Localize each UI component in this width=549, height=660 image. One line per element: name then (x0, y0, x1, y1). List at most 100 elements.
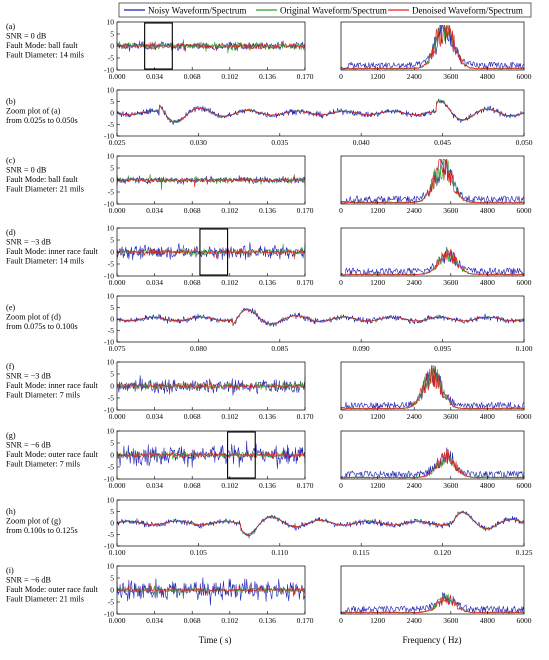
x-tick-label: 0.102 (221, 481, 238, 490)
x-tick-label: 2400 (407, 481, 422, 490)
y-tick-label: 10 (107, 152, 115, 161)
x-tick-label: 6000 (517, 206, 532, 215)
panel-annotation: (d) (6, 228, 16, 237)
x-tick-label: 0.115 (353, 548, 370, 557)
noisy-waveform (116, 242, 306, 261)
y-tick-label: 5 (110, 164, 114, 173)
denoised-spectrum (340, 249, 525, 276)
x-tick-label: 3600 (443, 278, 458, 287)
panel-annotation: SNR = −6 dB (6, 441, 51, 450)
zoom-window-box (144, 22, 173, 70)
panel-annotation: (f) (6, 362, 14, 371)
zoom-window-box (227, 431, 256, 479)
y-tick-label: 0 (110, 109, 114, 118)
noisy-spectrum (340, 24, 524, 70)
denoised-zoom-waveform (116, 512, 525, 535)
noisy-waveform (116, 440, 306, 469)
y-tick-label: 0 (110, 42, 114, 51)
x-tick-label: 3600 (443, 412, 458, 421)
panel-h: (h)Zoom plot of (g)from 0.100s to 0.125s… (6, 496, 533, 557)
x-tick-label: 0.000 (109, 412, 126, 421)
y-tick-label: -5 (108, 188, 114, 197)
x-tick-label: 4800 (480, 412, 495, 421)
x-tick-label: 0.102 (221, 616, 238, 625)
x-tick-label: 2400 (407, 206, 422, 215)
original-waveform (116, 584, 306, 599)
x-tick-label: 6000 (517, 72, 532, 81)
panel-annotation: Zoom plot of (a) (6, 107, 61, 116)
y-tick-label: 5 (110, 236, 114, 245)
y-tick-label: 10 (107, 562, 115, 571)
panel-annotation: from 0.025s to 0.050s (6, 116, 78, 125)
x-tick-label: 0.100 (516, 344, 533, 353)
x-tick-label: 0.068 (184, 72, 201, 81)
y-tick-label: 0 (110, 451, 114, 460)
denoised-waveform (116, 176, 306, 188)
x-tick-label: 0.050 (516, 138, 533, 147)
x-tick-label: 0.035 (271, 138, 288, 147)
x-tick-label: 4800 (480, 278, 495, 287)
denoised-waveform (116, 40, 306, 51)
panel-annotation: Fault Mode: ball fault (6, 41, 78, 50)
panel-annotation: Zoom plot of (d) (6, 313, 61, 322)
x-tick-label: 2400 (407, 412, 422, 421)
panel-annotation: SNR = 0 dB (6, 32, 47, 41)
x-tick-label: 4800 (480, 72, 495, 81)
y-tick-label: 0 (110, 176, 114, 185)
x-tick-label: 2400 (407, 278, 422, 287)
panel-annotation: (c) (6, 156, 15, 165)
y-tick-label: 0 (110, 248, 114, 257)
x-tick-label: 0 (339, 412, 343, 421)
panel-annotation: from 0.100s to 0.125s (6, 526, 78, 535)
x-tick-label: 0.034 (146, 481, 163, 490)
x-tick-label: 0.095 (434, 344, 451, 353)
x-tick-label: 0.040 (353, 138, 370, 147)
panel-annotation: from 0.075s to 0.100s (6, 322, 78, 331)
panel-annotation: SNR = 0 dB (6, 166, 47, 175)
y-tick-label: 10 (107, 496, 115, 505)
x-tick-label: 0.100 (109, 548, 126, 557)
denoised-spectrum (340, 24, 525, 70)
x-tick-label: 1200 (370, 616, 385, 625)
y-tick-label: 10 (107, 86, 115, 95)
x-tick-label: 0.045 (434, 138, 451, 147)
x-tick-label: 0.105 (190, 548, 207, 557)
x-tick-label: 0.170 (297, 616, 314, 625)
legend-original-label: Original Waveform/Spectrum (280, 6, 387, 16)
time-axis-title: Time ( s) (199, 635, 232, 645)
x-tick-label: 6000 (517, 616, 532, 625)
denoised-waveform (116, 581, 306, 598)
denoised-waveform (116, 450, 306, 462)
y-tick-label: -10 (104, 475, 114, 484)
plot-frame (340, 565, 525, 615)
x-tick-label: 0.030 (190, 138, 207, 147)
noisy-zoom-waveform (116, 510, 525, 539)
original-zoom-waveform (116, 99, 525, 124)
denoised-zoom-waveform (116, 101, 525, 123)
y-tick-label: -5 (108, 326, 114, 335)
plot-frame (340, 361, 525, 411)
x-tick-label: 1200 (370, 278, 385, 287)
y-tick-label: 5 (110, 30, 114, 39)
x-tick-label: 1200 (370, 412, 385, 421)
x-tick-label: 0.102 (221, 206, 238, 215)
x-tick-label: 0.170 (297, 278, 314, 287)
panel-annotation: Fault Diameter: 14 mils (6, 257, 84, 266)
x-tick-label: 0.136 (259, 72, 276, 81)
x-tick-label: 4800 (480, 616, 495, 625)
frequency-axis-title: Frequency ( Hz) (403, 635, 462, 645)
plot-frame (340, 430, 525, 480)
denoised-spectrum (340, 449, 525, 479)
x-tick-label: 1200 (370, 72, 385, 81)
y-tick-label: -5 (108, 120, 114, 129)
x-tick-label: 1200 (370, 481, 385, 490)
x-tick-label: 0.034 (146, 616, 163, 625)
x-tick-label: 0.125 (516, 548, 533, 557)
y-tick-label: 5 (110, 370, 114, 379)
y-tick-label: -10 (104, 272, 114, 281)
y-tick-label: -10 (104, 406, 114, 415)
